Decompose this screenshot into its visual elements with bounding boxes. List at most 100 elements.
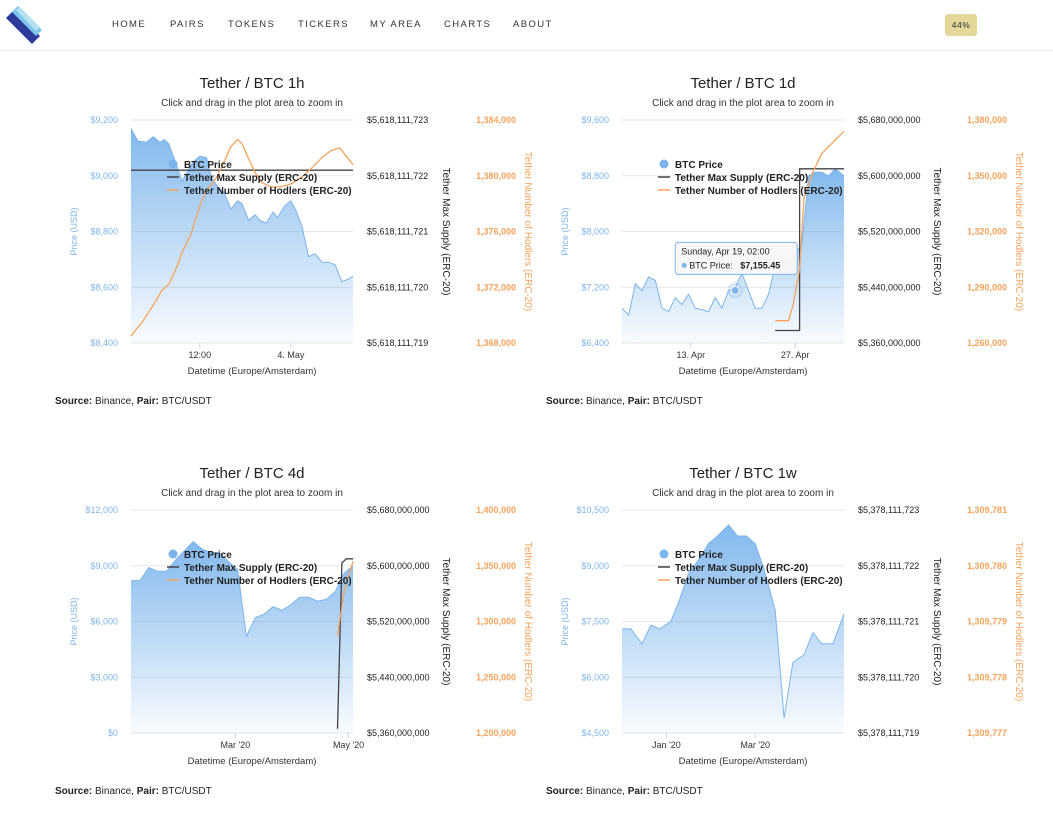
y-tick-label-price: $9,000 (90, 561, 118, 571)
y-tick-label-holders: 1,380,000 (967, 115, 1007, 125)
series-line-btc-price (622, 524, 845, 719)
y-tick-label-price: $9,200 (90, 115, 118, 125)
y-tick-label-price: $0 (108, 728, 118, 738)
series-line-btc-price (130, 128, 354, 283)
nav-about[interactable]: ABOUT (513, 19, 553, 30)
y-tick-label-holders: 1,250,000 (476, 672, 516, 682)
y-tick-label-supply: $5,600,000,000 (367, 561, 430, 571)
y-tick-label-price: $7,500 (581, 617, 609, 627)
legend-symbol (168, 159, 178, 169)
tooltip-label: BTC Price: (689, 260, 733, 270)
y-tick-label-holders: 1,380,000 (476, 171, 516, 181)
top-navbar: HOME PAIRS TOKENS TICKERS MY AREA CHARTS… (0, 0, 1053, 51)
legend-item-tether-max-supply-erc-20: Tether Max Supply (ERC-20) (184, 563, 317, 574)
nav-charts[interactable]: CHARTS (444, 19, 492, 30)
chart-1d-svg[interactable]: Tether / BTC 1d Click and drag in the plo… (546, 60, 1046, 400)
y-tick-label-price: $9,600 (581, 115, 609, 125)
y-tick-label-supply: $5,618,111,721 (367, 227, 428, 237)
x-tick-label: May '20 (333, 740, 364, 750)
x-tick-label: Jan '20 (652, 740, 681, 750)
y-tick-label-supply: $5,680,000,000 (858, 115, 921, 125)
legend-item-tether-number-of-hodlers-erc-20: Tether Number of Hodlers (ERC-20) (675, 576, 843, 587)
y-tick-label-holders: 1,320,000 (967, 227, 1007, 237)
y-tick-label-holders: 1,290,000 (967, 282, 1007, 292)
tooltip-box (674, 241, 798, 275)
chart-title: Tether / BTC 1d (690, 75, 795, 92)
y-tick-label-holders: 1,309,779 (967, 617, 1007, 627)
y-tick-label-price: $8,600 (90, 282, 118, 292)
y-tick-label-price: $8,800 (90, 227, 118, 237)
y-axis-title-price: Price (USD) (560, 207, 570, 255)
y-tick-label-price: $4,500 (581, 728, 609, 738)
x-tick-label: 27. Apr (781, 350, 810, 360)
chart-1h-svg[interactable]: Tether / BTC 1h Click and drag in the plo… (55, 60, 555, 400)
y-tick-label-holders: 1,200,000 (476, 728, 516, 738)
y-tick-label-holders: 1,309,780 (967, 561, 1007, 571)
source-line-4d: Source: Binance, Pair: BTC/USDT (55, 786, 212, 797)
y-axis-title-holders: Tether Number of Hodlers (ERC-20) (522, 542, 533, 702)
legend-item-tether-number-of-hodlers-erc-20: Tether Number of Hodlers (ERC-20) (675, 186, 843, 197)
chart-subtitle: Click and drag in the plot area to zoom … (652, 98, 834, 109)
logo-icon[interactable] (4, 6, 42, 46)
source-line-1d: Source: Binance, Pair: BTC/USDT (546, 396, 703, 407)
y-tick-label-supply: $5,680,000,000 (367, 505, 430, 515)
legend-item-tether-number-of-hodlers-erc-20: Tether Number of Hodlers (ERC-20) (184, 576, 352, 587)
nav-tickers[interactable]: TICKERS (298, 19, 349, 30)
x-axis-title: Datetime (Europe/Amsterdam) (679, 366, 808, 377)
legend-item-btc-price: BTC Price (675, 160, 723, 171)
y-tick-label-holders: 1,309,781 (967, 505, 1007, 515)
nav-my-area[interactable]: MY AREA (370, 19, 422, 30)
y-tick-label-supply: $5,618,111,720 (367, 282, 428, 292)
series-area-btc-price (622, 524, 844, 733)
y-tick-label-supply: $5,520,000,000 (858, 227, 921, 237)
y-tick-label-price: $3,000 (90, 672, 118, 682)
y-tick-label-price: $8,800 (581, 171, 609, 181)
series-line-btc-price (131, 540, 354, 639)
y-tick-label-supply: $5,600,000,000 (858, 171, 921, 181)
chart-4d: Tether / BTC 4d Click and drag in the plo… (55, 450, 555, 797)
series-line-tether-max-supply-erc-20 (336, 558, 353, 729)
legend-item-tether-number-of-hodlers-erc-20: Tether Number of Hodlers (ERC-20) (184, 186, 352, 197)
chart-subtitle: Click and drag in the plot area to zoom … (161, 98, 343, 109)
nav-tokens[interactable]: TOKENS (228, 19, 276, 30)
y-tick-label-price: $8,000 (581, 227, 609, 237)
series-area-btc-price (131, 541, 353, 733)
legend-item-btc-price: BTC Price (184, 550, 232, 561)
chart-title: Tether / BTC 4d (199, 465, 304, 482)
source-line-1w: Source: Binance, Pair: BTC/USDT (546, 786, 703, 797)
y-tick-label-holders: 1,260,000 (967, 338, 1007, 348)
y-tick-label-holders: 1,368,000 (476, 338, 516, 348)
tooltip-series-dot (681, 262, 687, 268)
y-tick-label-supply: $5,378,111,719 (858, 728, 919, 738)
nav-pairs[interactable]: PAIRS (170, 19, 205, 30)
y-tick-label-supply: $5,378,111,721 (858, 617, 919, 627)
y-tick-label-supply: $5,618,111,723 (367, 115, 428, 125)
y-tick-label-price: $9,000 (90, 171, 118, 181)
y-tick-label-holders: 1,400,000 (476, 505, 516, 515)
y-tick-label-supply: $5,440,000,000 (858, 282, 921, 292)
y-tick-label-supply: $5,618,111,719 (367, 338, 428, 348)
x-tick-label: Mar '20 (740, 740, 770, 750)
y-tick-label-supply: $5,440,000,000 (367, 672, 430, 682)
y-tick-label-price: $9,000 (581, 561, 609, 571)
series-line-tether-number-of-hodlers-erc-20 (336, 561, 354, 637)
nav-home[interactable]: HOME (112, 19, 147, 30)
x-tick-label: Mar '20 (220, 740, 250, 750)
y-tick-label-holders: 1,350,000 (476, 561, 516, 571)
tooltip-date: Sunday, Apr 19, 02:00 (681, 246, 769, 256)
y-tick-label-supply: $5,520,000,000 (367, 617, 430, 627)
series-line-tether-number-of-hodlers-erc-20 (775, 130, 845, 322)
legend-item-tether-max-supply-erc-20: Tether Max Supply (ERC-20) (675, 173, 808, 184)
chart-1w-svg[interactable]: Tether / BTC 1w Click and drag in the plo… (546, 450, 1046, 790)
x-axis-title: Datetime (Europe/Amsterdam) (188, 756, 317, 767)
y-axis-title-price: Price (USD) (560, 597, 570, 645)
chart-subtitle: Click and drag in the plot area to zoom … (161, 488, 343, 499)
y-tick-label-holders: 1,372,000 (476, 282, 516, 292)
legend-symbol (659, 159, 669, 169)
chart-4d-svg[interactable]: Tether / BTC 4d Click and drag in the plo… (55, 450, 555, 790)
chart-1w: Tether / BTC 1w Click and drag in the plo… (546, 450, 1046, 797)
y-tick-label-price: $6,000 (90, 617, 118, 627)
y-tick-label-price: $6,400 (581, 338, 609, 348)
y-tick-label-holders: 1,300,000 (476, 617, 516, 627)
y-tick-label-price: $7,200 (581, 282, 609, 292)
